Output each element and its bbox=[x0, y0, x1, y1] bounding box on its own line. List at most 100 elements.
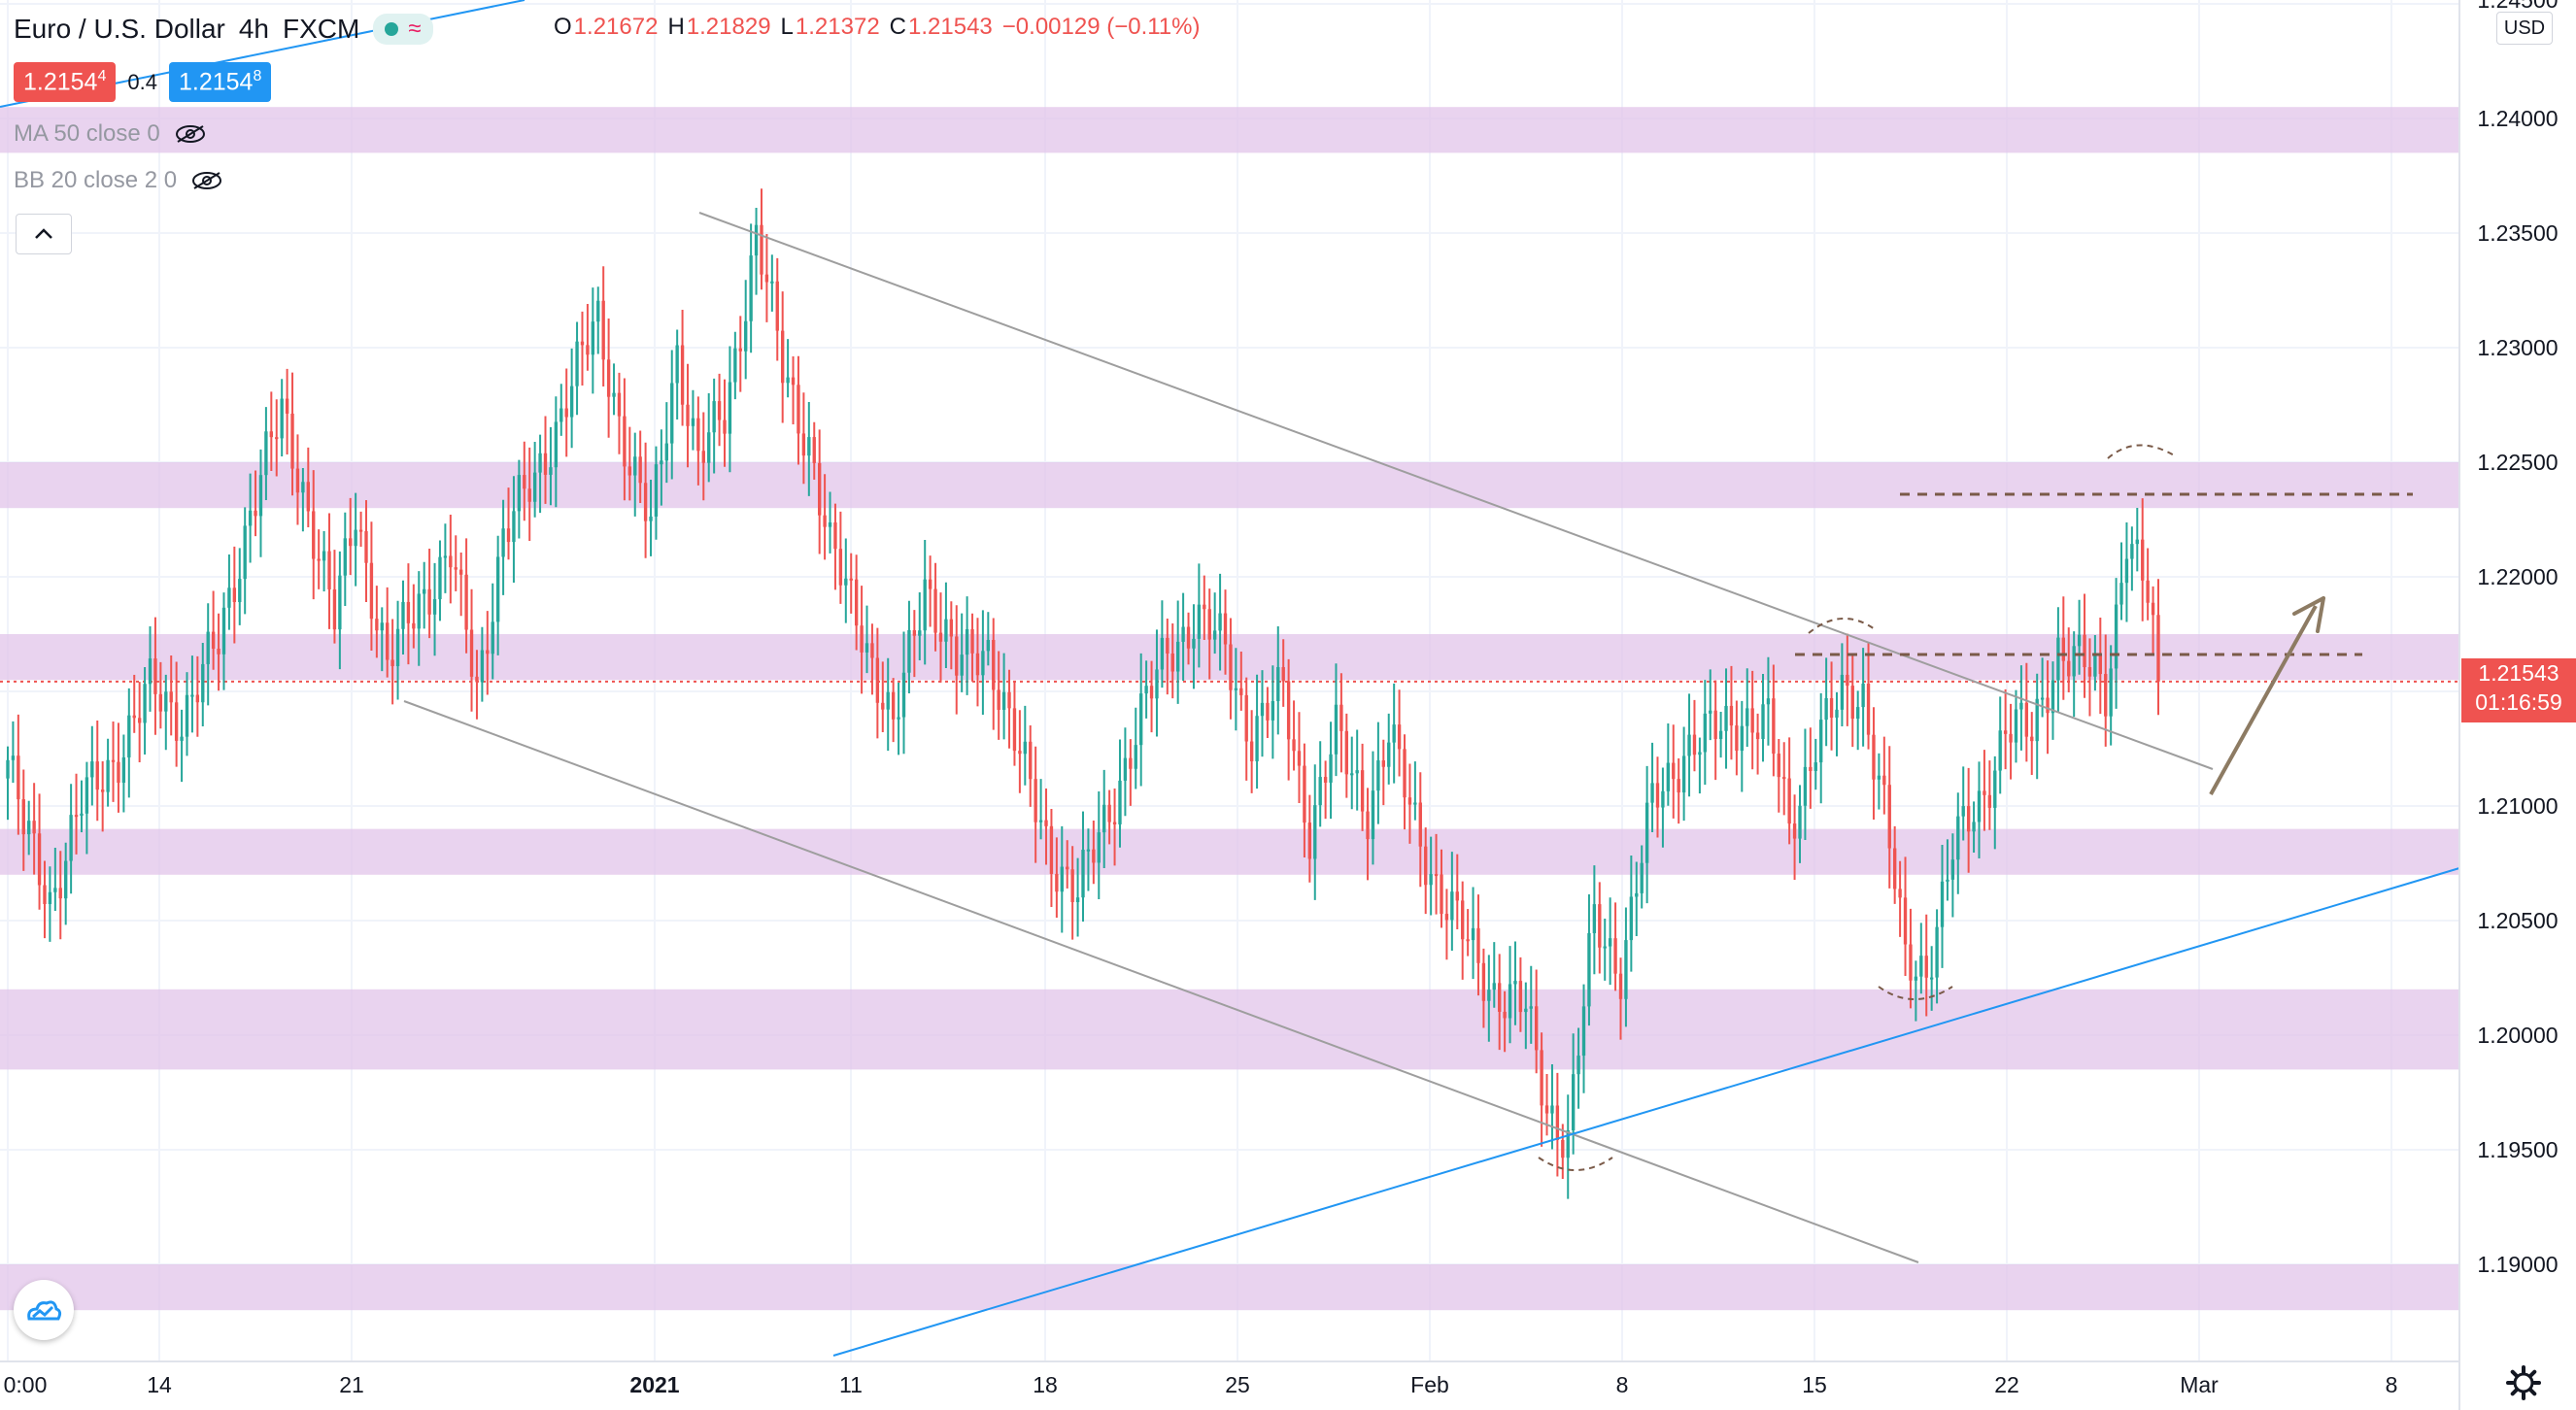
candle bbox=[454, 535, 458, 591]
candle bbox=[1518, 957, 1523, 1032]
indicator-bb-row[interactable]: BB 20 close 2 0 bbox=[14, 167, 223, 194]
candle-body bbox=[838, 549, 843, 586]
candle-body bbox=[1692, 734, 1697, 755]
candle-body bbox=[1271, 700, 1275, 721]
candle bbox=[1070, 846, 1074, 940]
currency-selector[interactable]: USD bbox=[2496, 12, 2553, 45]
symbol-name[interactable]: Euro / U.S. Dollar bbox=[14, 14, 225, 44]
candle-body bbox=[986, 640, 991, 652]
candle-body bbox=[1729, 705, 1734, 726]
candle-body bbox=[2141, 539, 2145, 581]
candle bbox=[1192, 604, 1196, 689]
candle-body bbox=[1055, 873, 1059, 892]
candle bbox=[1803, 728, 1808, 840]
candle-body bbox=[680, 345, 685, 405]
candle bbox=[754, 208, 759, 295]
eye-hidden-icon[interactable] bbox=[190, 171, 223, 190]
eye-hidden-icon[interactable] bbox=[174, 124, 207, 144]
market-status-pill[interactable]: ≈ bbox=[373, 14, 433, 45]
candle-body bbox=[375, 619, 379, 631]
sr-zones bbox=[0, 107, 2459, 1311]
candle-body bbox=[121, 756, 126, 784]
candle-body bbox=[364, 530, 368, 563]
candle bbox=[58, 851, 62, 940]
candle bbox=[1603, 918, 1607, 981]
tradingview-logo-button[interactable] bbox=[14, 1280, 74, 1340]
candle bbox=[332, 550, 337, 644]
candle bbox=[1555, 1072, 1560, 1177]
candle bbox=[1698, 737, 1702, 794]
candle-body bbox=[2146, 580, 2150, 603]
candle-body bbox=[559, 408, 563, 422]
candle bbox=[2009, 703, 2013, 780]
candle-body bbox=[1292, 739, 1296, 752]
candle bbox=[417, 571, 421, 666]
candle bbox=[386, 587, 390, 678]
ohlc-close-value: 1.21543 bbox=[908, 14, 993, 40]
candle bbox=[1001, 653, 1006, 740]
candle-body bbox=[317, 558, 321, 561]
gear-icon[interactable] bbox=[2504, 1363, 2543, 1402]
candle-body bbox=[1413, 802, 1417, 805]
candle bbox=[1397, 689, 1402, 777]
interval-label[interactable]: 4h bbox=[238, 14, 270, 44]
candle-body bbox=[238, 579, 242, 603]
candle-body bbox=[491, 621, 494, 655]
candle bbox=[569, 348, 574, 449]
candle-body bbox=[1950, 859, 1955, 880]
candle-body bbox=[1792, 823, 1797, 839]
candle-body bbox=[738, 348, 742, 352]
candle-body bbox=[1044, 820, 1048, 826]
candle-body bbox=[1513, 981, 1517, 985]
market-open-dot-icon bbox=[385, 22, 399, 36]
candle bbox=[1718, 711, 1723, 758]
sell-button[interactable]: 1.21544 bbox=[14, 62, 117, 103]
candle bbox=[1809, 727, 1813, 809]
candle bbox=[717, 373, 722, 447]
candle bbox=[201, 643, 205, 727]
candle-body bbox=[301, 482, 305, 493]
candle-body bbox=[1476, 927, 1480, 963]
candle-body bbox=[358, 529, 363, 532]
candle-body bbox=[106, 759, 110, 792]
candle-body bbox=[343, 538, 347, 576]
collapse-legend-button[interactable] bbox=[16, 214, 72, 254]
candle bbox=[1203, 575, 1206, 640]
candle bbox=[1544, 1073, 1549, 1136]
candle bbox=[1681, 726, 1686, 822]
candle-body bbox=[21, 799, 25, 835]
candle bbox=[1677, 757, 1680, 824]
candle bbox=[1746, 668, 1749, 747]
candle-body bbox=[770, 281, 774, 284]
candle-body bbox=[322, 551, 326, 561]
candle-body bbox=[933, 588, 937, 633]
indicator-ma-row[interactable]: MA 50 close 0 bbox=[14, 120, 207, 148]
candle-body bbox=[1112, 822, 1117, 824]
candle-body bbox=[2135, 539, 2139, 545]
candle bbox=[1608, 897, 1612, 986]
candle bbox=[643, 442, 648, 558]
candle-body bbox=[1919, 956, 1923, 977]
candle bbox=[1687, 693, 1691, 797]
candle bbox=[1007, 669, 1011, 749]
buy-button[interactable]: 1.21548 bbox=[168, 62, 272, 103]
candle-body bbox=[354, 529, 357, 547]
candle bbox=[1018, 710, 1022, 793]
candle bbox=[532, 442, 537, 518]
candle-body bbox=[1192, 638, 1196, 649]
candle-body bbox=[1149, 686, 1154, 699]
candle bbox=[2156, 579, 2160, 716]
candle-body bbox=[1455, 891, 1459, 901]
candle bbox=[575, 321, 579, 416]
candle-body bbox=[85, 777, 89, 814]
candle-body bbox=[132, 715, 136, 719]
candle bbox=[285, 368, 289, 455]
candle bbox=[1044, 788, 1048, 865]
candle-body bbox=[2077, 634, 2082, 647]
candle-body bbox=[654, 464, 659, 517]
candle bbox=[1075, 857, 1080, 937]
candle bbox=[527, 447, 531, 542]
candle-body bbox=[1508, 984, 1512, 1019]
candle bbox=[306, 447, 310, 528]
